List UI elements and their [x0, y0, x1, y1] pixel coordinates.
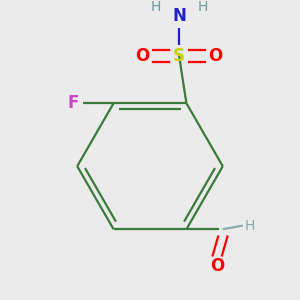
Text: N: N: [172, 7, 186, 25]
Text: H: H: [150, 0, 161, 14]
Text: O: O: [210, 256, 224, 274]
Text: O: O: [136, 47, 150, 65]
Text: H: H: [198, 0, 208, 14]
Text: O: O: [208, 47, 223, 65]
Text: H: H: [245, 219, 255, 232]
Text: F: F: [68, 94, 79, 112]
Text: S: S: [173, 47, 185, 65]
